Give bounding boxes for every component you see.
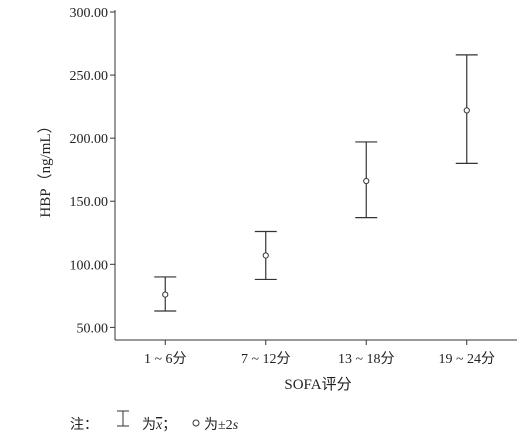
mean-point [262,252,269,259]
note-bar-text: 为x； [142,417,176,433]
y-axis-title: HBP（ng/mL） [37,118,54,217]
y-tick-label: 100.00 [70,258,109,273]
mean-point [162,291,169,298]
y-tick-label: 150.00 [70,195,109,210]
y-tick-label: 250.00 [70,69,109,84]
chart-note: 注： 为x； 为±2s [70,410,239,433]
error-bars [154,54,478,312]
mean-point [463,107,470,114]
y-tick-label: 300.00 [70,6,109,21]
mean-point [363,177,370,185]
x-tick-label: 19 ~ 24分 [438,351,495,367]
x-tick-label: 7 ~ 12分 [241,351,291,367]
y-tick-label: 50.00 [77,321,109,336]
x-tick-label: 1 ~ 6分 [144,351,187,367]
x-axis-title: SOFA评分 [284,376,351,393]
note-point-word: 为±2 [204,417,233,433]
x-tick-label: 13 ~ 18分 [338,351,395,367]
note-bar-word: 为 [142,417,156,433]
note-point-text: 为±2s [204,417,239,433]
errorbar-legend-icon [117,410,129,427]
x-axis-ticks: 1 ~ 6分 7 ~ 12分 13 ~ 18分 19 ~ 24分 [144,340,495,367]
note-semicolon: ； [162,418,176,433]
note-prefix: 注： [70,417,98,433]
note-s: s [233,418,239,433]
mean-points [162,107,470,298]
point-legend-icon [192,419,200,427]
y-axis-ticks: 50.00 100.00 150.00 200.00 250.00 300.00 [70,6,115,336]
y-tick-label: 200.00 [70,132,109,147]
note-xbar: x [155,418,163,433]
